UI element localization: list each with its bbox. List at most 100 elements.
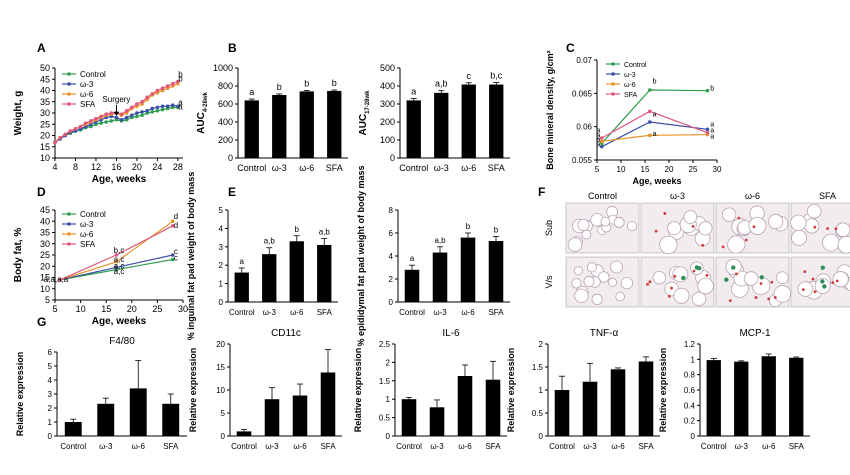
y-tick-label: 1 xyxy=(539,386,544,395)
significance-letter: a,b xyxy=(319,228,331,237)
data-point xyxy=(135,111,139,115)
data-point xyxy=(176,79,180,84)
adipocyte xyxy=(586,262,597,273)
annotation-label: a xyxy=(653,131,657,138)
annotation-label: a xyxy=(596,142,600,149)
legend-label: ω-6 xyxy=(80,90,94,99)
y-tick-label: 20 xyxy=(216,340,225,349)
y-tick-label: 0 xyxy=(539,432,544,441)
y-axis-label-main: % epididymal fat pad weight of body mass xyxy=(356,165,366,346)
data-point xyxy=(145,95,149,100)
bar-0 xyxy=(236,431,252,436)
legend-marker xyxy=(67,72,71,76)
panel-letter-f: F xyxy=(538,185,545,199)
bar-3 xyxy=(638,361,654,436)
x-tick-label: 25 xyxy=(152,304,162,314)
y-tick-label: 400 xyxy=(380,81,395,91)
bar-1 xyxy=(429,407,445,436)
adipocyte xyxy=(591,293,603,305)
adipocyte xyxy=(773,285,792,303)
significance-letter: a xyxy=(240,257,245,266)
data-point xyxy=(53,140,57,145)
bar-0 xyxy=(706,360,721,436)
y-tick-label: 15 xyxy=(40,273,50,283)
data-point xyxy=(73,126,78,131)
x-tick-label: 24 xyxy=(152,162,162,172)
annotation-label: a,a,a,a xyxy=(44,275,69,284)
y-axis-label-main: Relative expression xyxy=(15,352,25,437)
y-tick-label: 0.065 xyxy=(572,89,593,98)
y-tick-label: 5 xyxy=(221,409,226,418)
bar-1 xyxy=(272,95,287,158)
adipocyte xyxy=(721,207,737,222)
x-tick-label: 20 xyxy=(132,162,142,172)
legend-marker xyxy=(67,222,71,226)
y-tick-label: 300 xyxy=(380,99,395,109)
x-tick-label: 4 xyxy=(52,162,57,172)
y-tick-label: 5 xyxy=(45,295,50,305)
adipocyte xyxy=(768,214,784,230)
y-tick-label: 1 xyxy=(48,418,53,427)
y-tick-label: 0.06 xyxy=(576,123,592,132)
adipocyte xyxy=(627,220,638,232)
y-tick-label: 2 xyxy=(219,261,224,270)
data-point xyxy=(145,108,149,113)
chart-g4: 0 0.5 1 1.5 2 Relative expression TNF-α Control… xyxy=(506,328,660,451)
chart-title: CD11c xyxy=(271,328,301,339)
x-tick-label: Control xyxy=(237,163,266,173)
legend-label: SFA xyxy=(80,100,96,109)
crown-like-marker xyxy=(663,212,667,215)
annotation-label: b,c xyxy=(114,246,125,255)
bar-2 xyxy=(457,376,473,436)
chart-e2: 0 2 4 6 8 % epididymal fat pad weight of body… xyxy=(356,165,510,347)
data-point xyxy=(68,129,73,133)
bar-2 xyxy=(461,84,476,158)
data-point xyxy=(109,111,114,115)
chart-g5: 0 0.2 0.4 0.6 0.8 1 1.2 Relative expression MCP-… xyxy=(658,328,810,451)
crown-like-marker xyxy=(754,296,758,299)
y-tick-label: 20 xyxy=(40,261,50,271)
adipocyte xyxy=(567,237,583,252)
data-point xyxy=(119,117,124,122)
chart-g1: 0 1 2 3 4 5 6 Relative expression F4/80 Control ω-… xyxy=(15,336,187,451)
legend-label: ω-6 xyxy=(80,230,94,239)
data-point xyxy=(114,253,119,257)
data-point xyxy=(176,104,180,109)
data-point xyxy=(648,88,652,92)
bar-1 xyxy=(432,252,448,302)
y-axis-label: % inguinal fat pad weight of body mass xyxy=(186,172,196,341)
x-tick-label: ω-3 xyxy=(735,442,749,451)
y-tick-label: 15 xyxy=(40,142,50,152)
bar-3 xyxy=(485,379,501,436)
data-point xyxy=(155,108,160,113)
y-axis-label-main: Relative expression xyxy=(188,348,198,433)
data-point xyxy=(114,265,119,270)
x-tick-label: Control xyxy=(399,163,428,173)
legend-label: ω-6 xyxy=(624,82,636,89)
y-tick-label: 0 xyxy=(219,298,224,307)
y-tick-label: 20 xyxy=(40,131,50,141)
y-tick-label: 1.5 xyxy=(379,377,391,386)
y-axis-label-main: Weight, g xyxy=(13,91,24,136)
y-axis-label-main: % inguinal fat pad weight of body mass xyxy=(186,172,196,341)
panel-letter-a: A xyxy=(37,41,46,55)
y-tick-label: 1 xyxy=(691,355,696,364)
annotation-label: b xyxy=(178,75,183,84)
adipocyte xyxy=(775,271,789,285)
y-tick-label: 6 xyxy=(48,348,53,357)
annotation-label: c xyxy=(174,254,178,263)
adipocyte xyxy=(727,235,746,254)
adipocyte xyxy=(743,271,759,286)
legend-marker xyxy=(67,92,71,96)
adipocyte xyxy=(697,277,714,295)
x-tick-label: SFA xyxy=(326,163,343,173)
data-point xyxy=(109,119,114,123)
panel-letter-d: D xyxy=(37,185,46,199)
annotation-label: a xyxy=(653,112,657,119)
x-tick-label: 12 xyxy=(91,162,101,172)
adipocyte xyxy=(598,271,610,283)
adipocyte xyxy=(790,214,807,231)
y-tick-label: 100 xyxy=(380,135,395,145)
crown-like-marker xyxy=(721,245,725,249)
